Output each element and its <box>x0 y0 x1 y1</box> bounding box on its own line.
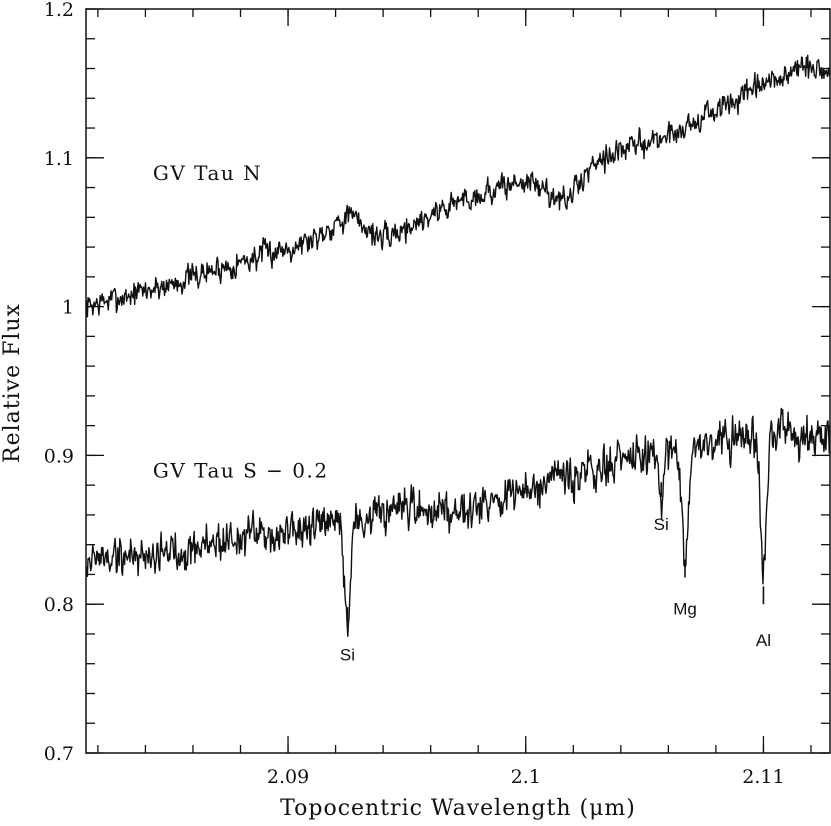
x-tick-label: 2.11 <box>742 766 784 788</box>
y-tick-label: 1.1 <box>44 148 74 170</box>
line-identifications: Si Si Mg Al <box>340 482 771 665</box>
y-tick-label: 1 <box>62 297 74 319</box>
y-axis-title: Relative Flux <box>0 303 25 463</box>
line-id-label: Mg <box>673 600 697 619</box>
series-label: GV Tau S − 0.2 <box>153 459 329 483</box>
series-labels: GV Tau N GV Tau S − 0.2 <box>153 161 329 483</box>
line-id-label: Al <box>756 631 771 650</box>
x-axis-title: Topocentric Wavelength (μm) <box>280 796 636 821</box>
x-tick-label: 2.1 <box>511 766 541 788</box>
line-id-label: Si <box>340 646 355 665</box>
plot-frame <box>85 8 831 754</box>
series-label: GV Tau N <box>153 161 262 185</box>
tick-labels: 2.09 2.1 2.11 0.7 0.8 0.9 1 1.1 1.2 <box>44 0 785 788</box>
y-tick-label: 0.7 <box>44 743 74 765</box>
line-id-label: Si <box>654 515 669 534</box>
y-tick-label: 0.8 <box>44 594 74 616</box>
series-0-spectrum <box>85 54 831 318</box>
y-tick-label: 1.2 <box>44 0 74 21</box>
series-1-spectrum <box>85 407 831 637</box>
x-tick-label: 2.09 <box>267 766 309 788</box>
series-layer <box>85 54 831 637</box>
y-tick-label: 0.9 <box>44 445 74 467</box>
